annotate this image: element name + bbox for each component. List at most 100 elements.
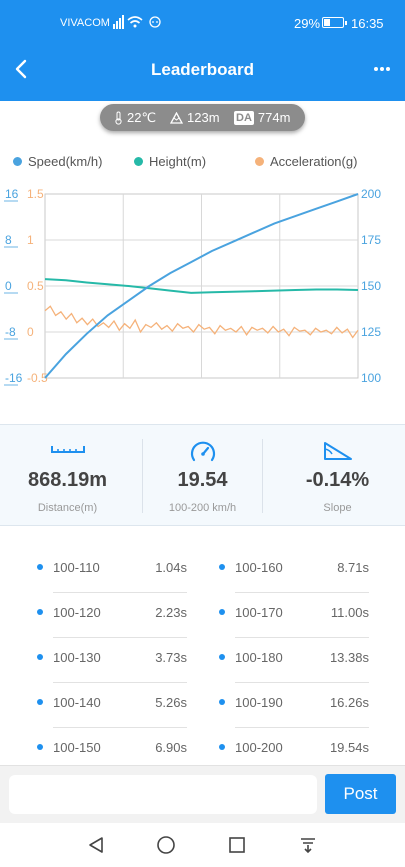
more-options-button[interactable] [367, 58, 397, 80]
list-item: 100-190 16.26s [219, 683, 369, 728]
split-time: 8.71s [337, 560, 369, 575]
y-tick-label-accel: 1.5 [27, 187, 44, 201]
da-badge: DA [234, 110, 254, 125]
list-item: 100-150 6.90s [37, 728, 187, 773]
thermometer-icon [115, 111, 122, 125]
mountain-icon [170, 111, 183, 124]
list-item: 100-160 8.71s [219, 548, 369, 593]
y-tick-label-height: -8 [5, 325, 16, 339]
split-range: 100-190 [235, 695, 283, 710]
stat-value: 19.54 [177, 469, 228, 491]
status-bar: VIVACOM 29% 16:35 [0, 0, 405, 46]
split-time: 5.26s [155, 695, 187, 710]
square-recents-icon [229, 837, 245, 853]
divider [235, 682, 369, 683]
speedometer-icon [135, 441, 270, 463]
split-time: 2.23s [155, 605, 187, 620]
legend-height: Height(m) [134, 154, 206, 169]
y-tick-label-speed: 125 [361, 325, 381, 339]
y-tick-label-speed: 100 [361, 371, 381, 385]
legend-dot [134, 157, 143, 166]
notification-down-icon [301, 838, 315, 854]
battery-percent: 29% [294, 16, 321, 31]
legend-label: Acceleration(g) [270, 154, 358, 169]
ruler-icon [0, 441, 135, 463]
divider [262, 439, 263, 513]
divider [53, 637, 187, 638]
bullet [37, 564, 43, 570]
split-range: 100-120 [53, 605, 101, 620]
split-range: 100-130 [53, 650, 101, 665]
slope-icon [270, 441, 405, 463]
altitude-value: 123m [187, 110, 220, 125]
split-time: 19.54s [329, 740, 369, 755]
y-tick-label-height: 8 [5, 233, 12, 247]
legend-dot [13, 157, 22, 166]
y-tick-label-accel: 0 [27, 325, 34, 339]
stats-panel: 868.19m Distance(m) 19.54 100-200 km/h [0, 424, 405, 526]
y-tick-label-height: -16 [5, 371, 23, 385]
divider [235, 592, 369, 593]
split-range: 100-170 [235, 605, 283, 620]
post-bar: Post [0, 765, 405, 823]
legend-dot [255, 157, 264, 166]
y-tick-label-accel: -0.5 [27, 371, 48, 385]
clock: 16:35 [351, 16, 384, 31]
divider [235, 637, 369, 638]
nav-home-button[interactable] [154, 833, 178, 857]
split-range: 100-200 [235, 740, 283, 755]
temperature-value: 22℃ [127, 110, 157, 125]
list-item: 100-120 2.23s [37, 593, 187, 638]
bullet [219, 609, 225, 615]
y-tick-label-speed: 150 [361, 279, 381, 293]
y-tick-label-accel: 0.5 [27, 279, 44, 293]
stat-label: 100-200 km/h [168, 502, 237, 514]
more-dots-icon [374, 67, 390, 71]
carrier-label: VIVACOM [60, 17, 110, 29]
split-time: 1.04s [155, 560, 187, 575]
title-bar: Leaderboard [0, 46, 405, 101]
speed-chart: 16 8 0 -8 -16 1.5 1 0.5 0 -0.5 200 175 150 125 100 [4, 187, 381, 386]
bullet [37, 654, 43, 660]
list-item: 100-180 13.38s [219, 638, 369, 683]
conditions-pill: 22℃ 123m DA 774m [100, 104, 305, 131]
bullet [219, 699, 225, 705]
chart-legend: Speed(km/h) Height(m) Acceleration(g) [0, 152, 405, 172]
comment-input[interactable] [9, 775, 317, 814]
bullet [219, 564, 225, 570]
list-item: 100-200 19.54s [219, 728, 369, 773]
bullet [37, 609, 43, 615]
legend-label: Height(m) [149, 154, 207, 169]
y-tick-label-speed: 200 [361, 187, 381, 201]
split-time: 3.73s [155, 650, 187, 665]
divider [53, 727, 187, 728]
list-item: 100-110 1.04s [37, 548, 187, 593]
nav-back-button[interactable] [84, 833, 108, 857]
split-time: 13.38s [329, 650, 369, 665]
stat-value: -0.14% [305, 469, 370, 491]
back-button[interactable] [6, 54, 36, 84]
list-item: 100-170 11.00s [219, 593, 369, 638]
triangle-back-icon [89, 837, 103, 853]
split-range: 100-160 [235, 560, 283, 575]
split-range: 100-110 [53, 560, 100, 575]
altitude-item: 123m [170, 110, 220, 125]
temperature-item: 22℃ [114, 110, 156, 126]
bullet [37, 699, 43, 705]
split-range: 100-140 [53, 695, 101, 710]
split-range: 100-150 [53, 740, 101, 755]
list-item: 100-130 3.73s [37, 638, 187, 683]
stat-slope: -0.14% Slope [270, 425, 405, 527]
app-header: VIVACOM 29% 16:35 [0, 0, 405, 101]
battery-icon [322, 17, 347, 28]
stat-label: Slope [323, 502, 352, 514]
legend-acceleration: Acceleration(g) [255, 154, 357, 169]
y-tick-label-accel: 1 [27, 233, 34, 247]
divider [53, 682, 187, 683]
page-title: Leaderboard [151, 60, 254, 79]
y-tick-label-height: 0 [5, 279, 12, 293]
nav-menu-button[interactable] [296, 833, 320, 857]
circle-home-icon [157, 836, 175, 854]
nav-recents-button[interactable] [225, 833, 249, 857]
post-button[interactable]: Post [325, 774, 396, 814]
